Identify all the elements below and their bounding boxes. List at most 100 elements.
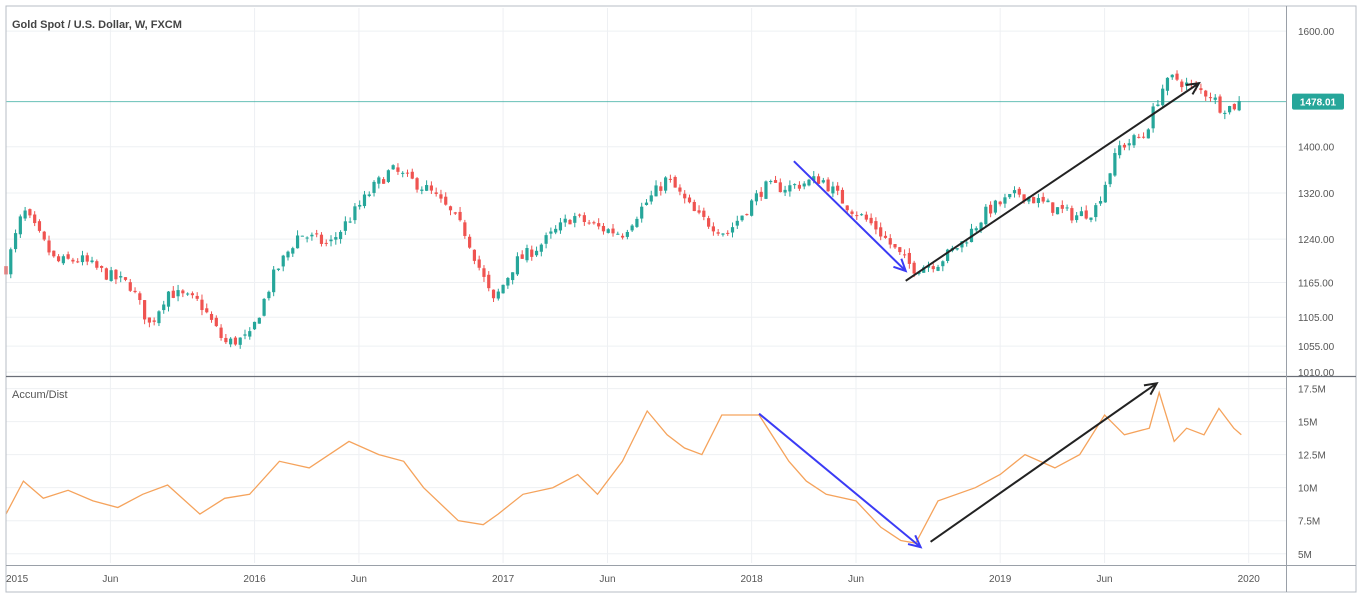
candle-body — [114, 269, 118, 280]
candle-body — [663, 177, 668, 191]
candle-body — [444, 196, 448, 205]
candle-body — [1175, 73, 1179, 80]
candle-body — [582, 215, 586, 222]
candle-body — [157, 311, 161, 324]
candle-body — [315, 233, 319, 235]
trend-arrow — [930, 382, 1158, 543]
last-price-tag-background — [1292, 93, 1344, 110]
candle-body — [587, 222, 591, 224]
candle-body — [515, 256, 520, 275]
candle-body — [520, 254, 524, 259]
candle-body — [186, 293, 190, 295]
candle-body — [659, 186, 663, 191]
candle-body — [1223, 112, 1227, 114]
trend-arrows — [758, 81, 1201, 549]
candle-body — [1180, 81, 1184, 88]
candle-body — [893, 244, 897, 248]
candle-body — [864, 214, 868, 220]
candle-body — [99, 266, 104, 268]
candle-body — [816, 176, 821, 184]
candle-body — [1003, 197, 1007, 204]
candle-body — [238, 337, 242, 345]
indicator-tick-label: 10M — [1298, 484, 1317, 495]
candle-body — [812, 176, 816, 181]
candle-body — [678, 187, 682, 192]
candle-body — [1165, 77, 1170, 91]
candle-body — [401, 172, 405, 174]
candle-body — [13, 233, 18, 250]
candle-body — [745, 214, 749, 216]
candle-body — [793, 184, 797, 186]
candle-body — [71, 259, 75, 262]
candle-body — [162, 304, 166, 311]
candle-body — [644, 202, 649, 205]
price-tick-label: 1165.00 — [1298, 279, 1334, 290]
candle-body — [1079, 211, 1084, 217]
candle-body — [195, 295, 199, 299]
candle-body — [396, 167, 400, 172]
candle-body — [1208, 97, 1213, 99]
candle-body — [926, 265, 931, 268]
candle-body — [831, 186, 835, 194]
candle-body — [229, 338, 233, 345]
candle-body — [429, 185, 433, 191]
candle-body — [23, 210, 27, 219]
candle-body — [425, 185, 429, 191]
candle-body — [487, 274, 491, 289]
candle-body — [28, 209, 32, 216]
candle-body — [334, 237, 338, 240]
price-tick-label: 1240.00 — [1298, 235, 1335, 246]
candle-body — [869, 217, 873, 224]
candle-body — [119, 276, 123, 278]
x-tick-label: Jun — [599, 574, 615, 585]
candle-body — [243, 334, 247, 336]
price-tick-label: 1055.00 — [1298, 342, 1335, 353]
candle-body — [707, 218, 711, 227]
price-tick-label: 1010.00 — [1298, 368, 1335, 379]
candle-body — [1041, 196, 1045, 202]
x-tick-label: Jun — [848, 574, 864, 585]
candle-body — [936, 266, 940, 271]
candle-body — [888, 238, 892, 245]
candle-body — [1161, 88, 1165, 106]
candle-body — [300, 235, 304, 237]
candle-body — [773, 180, 778, 183]
candle-body — [482, 268, 486, 277]
candle-body — [945, 249, 950, 261]
axes: 2015 Jun 2016 Jun 2017 Jun 2018 Jun 2019 Jun 2020 1… — [5, 5, 1357, 593]
candle-body — [310, 234, 314, 237]
candle-body — [123, 277, 128, 280]
candle-body — [960, 241, 964, 248]
x-tick-label: 2019 — [989, 574, 1012, 585]
candle-body — [1113, 153, 1117, 176]
candle-body — [1218, 96, 1222, 113]
candle-body — [147, 317, 151, 323]
candle-body — [1094, 205, 1098, 218]
trend-arrow-head — [1143, 381, 1159, 396]
candle-body — [1204, 90, 1208, 97]
candle-body — [616, 233, 620, 235]
candle-body — [697, 210, 701, 213]
candle-body — [367, 194, 371, 196]
candle-body — [826, 179, 830, 192]
candle-body — [353, 206, 357, 221]
candle-body — [358, 204, 362, 207]
candle-body — [272, 269, 276, 293]
candle-body — [181, 290, 185, 294]
candle-body — [630, 225, 634, 231]
candle-body — [219, 327, 223, 338]
candle-body — [573, 216, 577, 223]
candle-body — [281, 255, 285, 267]
indicator-tick-label: 17.5M — [1298, 385, 1326, 396]
candle-body — [166, 291, 171, 307]
x-tick-label: Jun — [102, 574, 118, 585]
candle-body — [620, 235, 625, 238]
candle-body — [879, 227, 883, 237]
candle-body — [386, 170, 390, 182]
candle-body — [549, 231, 553, 234]
candle-body — [448, 206, 453, 211]
candle-body — [668, 178, 672, 180]
candle-body — [511, 272, 515, 281]
candle-body — [1103, 184, 1107, 203]
candle-body — [1118, 145, 1122, 156]
